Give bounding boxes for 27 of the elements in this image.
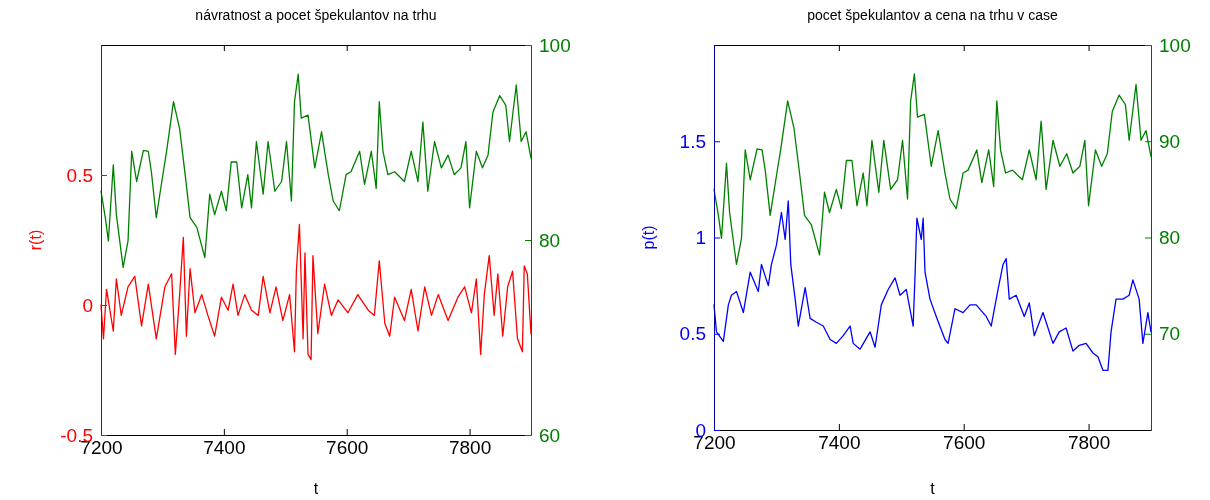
- y2-tick-label: 90: [1159, 130, 1181, 152]
- y-tick-label: 1.5: [679, 130, 706, 152]
- y2-tick-label: 100: [1159, 34, 1191, 56]
- line-series: [713, 200, 1152, 371]
- x-tick-label: 7800: [1067, 432, 1111, 454]
- y-tick-label: 1: [695, 227, 706, 249]
- y2-tick-label: 80: [1159, 227, 1181, 249]
- y-tick-label: 0.5: [679, 323, 706, 345]
- y-tick-label: 0: [82, 294, 93, 316]
- y2-tick-label: 70: [1159, 323, 1181, 345]
- x-tick-label: 7400: [203, 437, 246, 459]
- y2-tick-label: 60: [539, 424, 561, 446]
- x-axis-title: t: [930, 480, 936, 497]
- chart-title: návratnost a pocet špekulantov na trhu: [195, 7, 437, 23]
- line-series: [713, 73, 1152, 266]
- y2-tick-label: 80: [539, 229, 561, 251]
- x-tick-label: 7800: [448, 437, 492, 459]
- x-axis-title: t: [313, 480, 319, 497]
- chart-title: pocet špekulantov a cena na trhu v case: [807, 7, 1059, 23]
- line-series: [100, 73, 532, 268]
- y2-tick-label: 100: [539, 34, 571, 56]
- x-tick-label: 7600: [326, 437, 369, 459]
- x-tick-label: 7400: [818, 432, 861, 454]
- y-axis-title: r(t): [27, 229, 44, 251]
- x-tick-label: 7600: [943, 432, 986, 454]
- y-tick-label: 0.5: [66, 164, 93, 186]
- y-axis-title: p(t): [640, 225, 657, 250]
